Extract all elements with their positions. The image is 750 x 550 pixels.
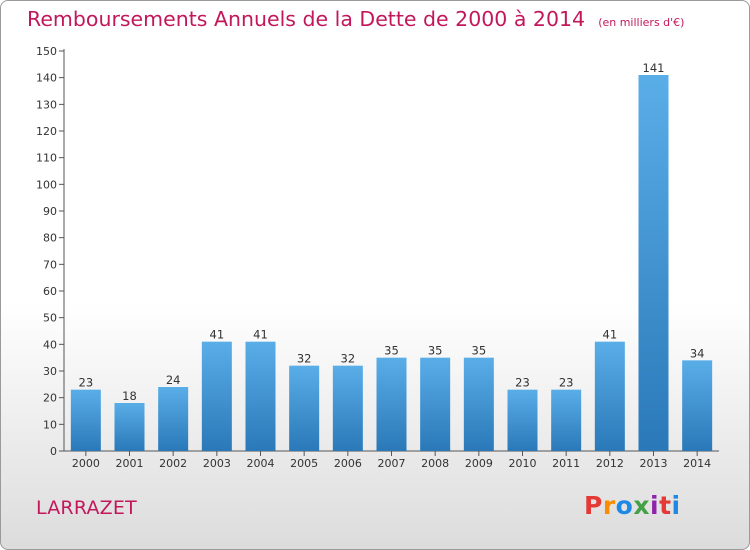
bar-2010 [507,389,538,451]
y-tick-label: 140 [36,72,57,85]
y-tick-label: 90 [43,205,57,218]
x-tick-label-2007: 2007 [378,457,406,470]
bar-2000 [70,389,101,451]
logo-letter: P [584,491,603,520]
bar-2008 [420,357,451,451]
bar-2011 [551,389,582,451]
x-tick-label-2009: 2009 [465,457,493,470]
data-label-2005: 32 [297,352,312,366]
y-tick-label: 50 [43,312,57,325]
bar-2005 [289,365,320,451]
x-tick-label-2000: 2000 [72,457,100,470]
x-tick-label-2001: 2001 [116,457,144,470]
y-tick-label: 30 [43,365,57,378]
logo-letter: t [659,491,672,520]
bars: 23 18 24 41 41 32 32 35 35 35 23 23 41 141 34 [70,61,713,451]
chart-title: Remboursements Annuels de la Dette de 20… [27,7,586,31]
data-label-2001: 18 [122,389,137,403]
bar-2007 [376,357,407,451]
x-axis: 2000 2001 2002 2003 2004 2005 2006 2007 2008 2009… [64,450,719,470]
chart-subtitle: (en milliers d'€) [598,16,685,29]
data-label-2007: 35 [384,344,399,358]
bar-2012 [594,341,625,451]
x-tick-label-2005: 2005 [290,457,318,470]
data-label-2012: 41 [603,328,618,342]
y-tick-label: 60 [43,285,57,298]
y-axis: 0 10 20 30 40 50 60 70 80 90 100 110 120 130 140 150 [36,45,65,458]
y-tick-label: 70 [43,258,57,271]
logo-letter: i [671,491,681,520]
x-tick-label-2006: 2006 [334,457,362,470]
bar-2009 [463,357,494,451]
x-tick-label-2010: 2010 [509,457,537,470]
y-tick-label: 120 [36,125,57,138]
bar-2006 [332,365,363,451]
logo-letter: x [633,491,650,520]
logo-letter: i [650,491,660,520]
y-tick-label: 130 [36,98,57,111]
bar-2014 [682,360,713,451]
data-label-2008: 35 [428,344,443,358]
bar-2013 [638,75,669,451]
x-tick-label-2008: 2008 [421,457,449,470]
x-tick-label-2002: 2002 [159,457,187,470]
bar-2003 [201,341,232,451]
data-label-2009: 35 [472,344,487,358]
data-label-2004: 41 [253,328,268,342]
y-tick-label: 10 [43,418,57,431]
data-label-2002: 24 [166,373,181,387]
x-tick-label-2004: 2004 [247,457,275,470]
commune-name: LARRAZET [36,497,137,519]
data-label-2010: 23 [515,376,530,390]
y-tick-label: 80 [43,232,57,245]
y-tick-label: 20 [43,392,57,405]
y-tick-label: 0 [50,445,57,458]
x-tick-label-2012: 2012 [596,457,624,470]
x-tick-label-2014: 2014 [683,457,711,470]
y-tick-label: 110 [36,152,57,165]
title-row: Remboursements Annuels de la Dette de 20… [27,7,684,31]
data-label-2000: 23 [79,376,94,390]
bar-2004 [245,341,276,451]
x-tick-label-2003: 2003 [203,457,231,470]
logo-letter: r [602,491,616,520]
data-label-2006: 32 [341,352,356,366]
x-tick-label-2013: 2013 [640,457,668,470]
proxiti-logo: Proxiti [584,491,681,520]
y-tick-label: 40 [43,338,57,351]
data-label-2011: 23 [559,376,574,390]
bar-2002 [158,387,189,451]
bar-2001 [114,403,145,451]
y-tick-label: 100 [36,178,57,191]
y-tick-label: 150 [36,45,57,58]
data-label-2013: 141 [643,61,665,75]
logo-letter: o [615,491,634,520]
data-label-2014: 34 [690,346,705,360]
x-tick-label-2011: 2011 [552,457,580,470]
data-label-2003: 41 [210,328,225,342]
